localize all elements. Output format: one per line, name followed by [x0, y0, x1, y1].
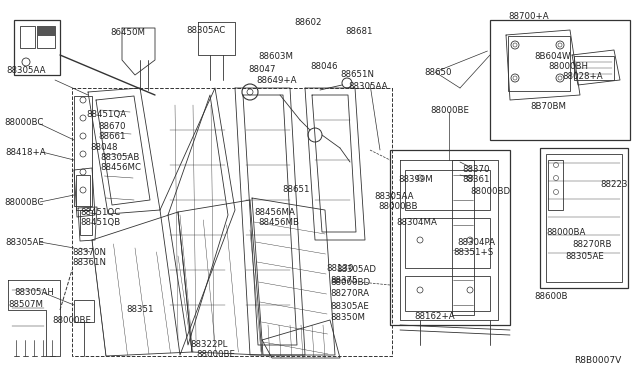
- Text: 88048: 88048: [90, 143, 118, 152]
- Text: 88305AD: 88305AD: [336, 265, 376, 274]
- Text: 8B604W: 8B604W: [534, 52, 570, 61]
- Text: 88162+A: 88162+A: [414, 312, 454, 321]
- Text: 88370N: 88370N: [72, 248, 106, 257]
- Text: 88000BB: 88000BB: [378, 202, 417, 211]
- Text: 88304MA: 88304MA: [396, 218, 437, 227]
- Text: 88322PL: 88322PL: [190, 340, 227, 349]
- Text: 88661: 88661: [98, 132, 125, 141]
- Text: 88451QA: 88451QA: [86, 110, 126, 119]
- Text: 88305AA: 88305AA: [348, 82, 387, 91]
- Bar: [508, 36, 570, 91]
- Text: 88000BH: 88000BH: [548, 62, 588, 71]
- Text: 88130: 88130: [326, 264, 353, 273]
- Bar: [20, 26, 35, 48]
- Text: 88649+A: 88649+A: [256, 76, 296, 85]
- Text: 88000BD: 88000BD: [330, 278, 370, 287]
- Text: 86450M: 86450M: [110, 28, 145, 37]
- Text: 88000BC: 88000BC: [4, 118, 44, 127]
- Text: R8B0007V: R8B0007V: [574, 356, 621, 365]
- Text: 88418+A: 88418+A: [5, 148, 45, 157]
- Bar: [390, 150, 510, 325]
- Bar: [405, 276, 490, 311]
- Text: 88361: 88361: [462, 175, 490, 184]
- Bar: [540, 148, 628, 288]
- Bar: [452, 160, 474, 315]
- Bar: [37, 26, 55, 48]
- Bar: [72, 88, 392, 356]
- Text: 88305AE: 88305AE: [5, 238, 44, 247]
- Text: 88305AE: 88305AE: [565, 252, 604, 261]
- Text: 88305AE: 88305AE: [330, 302, 369, 311]
- Text: 88681: 88681: [345, 27, 372, 36]
- Text: 88700+A: 88700+A: [508, 12, 548, 21]
- Text: 88304PA: 88304PA: [457, 238, 495, 247]
- Text: 88223: 88223: [600, 180, 627, 189]
- Text: 88305AH: 88305AH: [14, 288, 54, 297]
- Text: 88456MA: 88456MA: [254, 208, 295, 217]
- Bar: [14, 20, 60, 75]
- Text: 88651: 88651: [282, 185, 310, 194]
- Text: 8B70BM: 8B70BM: [530, 102, 566, 111]
- Text: 88370: 88370: [462, 165, 490, 174]
- Text: 88670: 88670: [98, 122, 125, 131]
- Text: 88305AB: 88305AB: [100, 153, 140, 162]
- Text: 88028+A: 88028+A: [562, 72, 603, 81]
- Text: 88361N: 88361N: [72, 258, 106, 267]
- Text: 88602: 88602: [294, 18, 321, 27]
- Text: 88399M: 88399M: [398, 175, 433, 184]
- Text: 88000BE: 88000BE: [430, 106, 469, 115]
- Text: 88351+S: 88351+S: [453, 248, 493, 257]
- Text: 88451QC: 88451QC: [80, 208, 120, 217]
- Text: 88305AA: 88305AA: [6, 66, 45, 75]
- Text: 88000BC: 88000BC: [4, 198, 44, 207]
- Bar: [546, 154, 622, 282]
- Bar: [574, 56, 614, 80]
- Text: 88456MC: 88456MC: [100, 163, 141, 172]
- Bar: [80, 210, 92, 235]
- Text: 88270RB: 88270RB: [572, 240, 611, 249]
- Text: 88351: 88351: [126, 305, 154, 314]
- Text: 88600B: 88600B: [534, 292, 568, 301]
- Text: 88651N: 88651N: [340, 70, 374, 79]
- Bar: [405, 218, 490, 268]
- Bar: [405, 170, 490, 210]
- Text: 88000BE: 88000BE: [196, 350, 235, 359]
- Text: 88650: 88650: [424, 68, 451, 77]
- Text: 88305AC: 88305AC: [186, 26, 225, 35]
- Bar: [74, 96, 92, 206]
- Text: 88270RA: 88270RA: [330, 289, 369, 298]
- Text: 88000BE: 88000BE: [52, 316, 91, 325]
- Text: 88000BD: 88000BD: [470, 187, 510, 196]
- Bar: [490, 20, 630, 140]
- Text: 88603M: 88603M: [258, 52, 293, 61]
- Text: 88451QB: 88451QB: [80, 218, 120, 227]
- Bar: [74, 300, 94, 322]
- Text: 88507M: 88507M: [8, 300, 43, 309]
- Text: 88000BA: 88000BA: [546, 228, 586, 237]
- Text: 88305AA: 88305AA: [374, 192, 413, 201]
- Text: 88046: 88046: [310, 62, 337, 71]
- Bar: [37, 26, 55, 36]
- Text: 88350M: 88350M: [330, 313, 365, 322]
- Text: 88047: 88047: [248, 65, 275, 74]
- Text: 88456MB: 88456MB: [258, 218, 299, 227]
- Bar: [76, 175, 90, 210]
- Text: 88375: 88375: [330, 276, 358, 285]
- Bar: [548, 160, 563, 210]
